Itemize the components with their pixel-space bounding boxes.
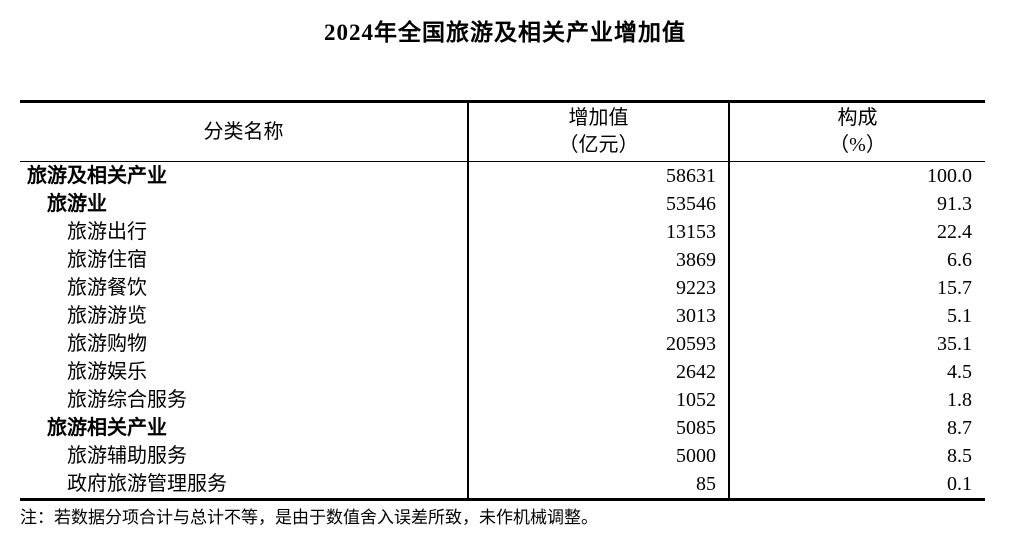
column-header-share: 构成 （%） xyxy=(728,103,985,162)
category-cell: 旅游辅助服务 xyxy=(67,445,187,467)
category-cell: 旅游综合服务 xyxy=(67,389,187,411)
column-header-value-unit: （亿元） xyxy=(558,134,639,156)
category-cell: 旅游出行 xyxy=(67,221,147,243)
column-header-value: 增加值 （亿元） xyxy=(467,103,728,162)
table-row: 旅游辅助服务 5000 8.5 xyxy=(20,442,985,470)
share-cell: 4.5 xyxy=(728,358,985,386)
table-row: 旅游综合服务 1052 1.8 xyxy=(20,386,985,414)
table-row: 旅游购物 20593 35.1 xyxy=(20,330,985,358)
table-row: 旅游餐饮 9223 15.7 xyxy=(20,274,985,302)
table-row: 旅游相关产业 5085 8.7 xyxy=(20,414,985,442)
share-cell: 8.7 xyxy=(728,414,985,442)
value-cell: 53546 xyxy=(467,190,728,218)
value-cell: 58631 xyxy=(467,162,728,190)
category-cell: 旅游住宿 xyxy=(67,249,147,271)
category-cell: 旅游业 xyxy=(47,193,107,215)
share-cell: 35.1 xyxy=(728,330,985,358)
table-row: 政府旅游管理服务 85 0.1 xyxy=(20,470,985,498)
value-cell: 3869 xyxy=(467,246,728,274)
category-cell: 旅游相关产业 xyxy=(47,417,167,439)
category-cell: 旅游餐饮 xyxy=(67,277,147,299)
category-cell: 旅游及相关产业 xyxy=(27,165,167,187)
share-cell: 0.1 xyxy=(728,470,985,498)
category-cell: 政府旅游管理服务 xyxy=(67,473,227,495)
footnote: 注：若数据分项合计与总计不等，是由于数值舍入误差所致，未作机械调整。 xyxy=(20,508,598,527)
share-cell: 6.6 xyxy=(728,246,985,274)
value-cell: 5000 xyxy=(467,442,728,470)
share-cell: 1.8 xyxy=(728,386,985,414)
table-row: 旅游业 53546 91.3 xyxy=(20,190,985,218)
value-cell: 5085 xyxy=(467,414,728,442)
share-cell: 8.5 xyxy=(728,442,985,470)
table-row: 旅游及相关产业 58631 100.0 xyxy=(20,162,985,190)
share-cell: 100.0 xyxy=(728,162,985,190)
value-cell: 1052 xyxy=(467,386,728,414)
statistics-table: 分类名称 增加值 （亿元） 构成 （%） 旅游及相关产业 58631 100.0… xyxy=(20,100,985,501)
share-cell: 22.4 xyxy=(728,218,985,246)
page-title: 2024年全国旅游及相关产业增加值 xyxy=(324,20,686,45)
value-cell: 2642 xyxy=(467,358,728,386)
category-cell: 旅游购物 xyxy=(67,333,147,355)
value-cell: 9223 xyxy=(467,274,728,302)
column-header-category: 分类名称 xyxy=(20,103,467,162)
column-header-value-label: 增加值 xyxy=(568,107,629,129)
table-row: 旅游出行 13153 22.4 xyxy=(20,218,985,246)
column-header-share-unit: （%） xyxy=(829,134,886,156)
table-row: 旅游游览 3013 5.1 xyxy=(20,302,985,330)
share-cell: 15.7 xyxy=(728,274,985,302)
category-cell: 旅游娱乐 xyxy=(67,361,147,383)
value-cell: 85 xyxy=(467,470,728,498)
column-header-category-label: 分类名称 xyxy=(203,120,284,143)
share-cell: 5.1 xyxy=(728,302,985,330)
table-row: 旅游住宿 3869 6.6 xyxy=(20,246,985,274)
value-cell: 20593 xyxy=(467,330,728,358)
column-header-share-label: 构成 xyxy=(837,107,878,129)
value-cell: 13153 xyxy=(467,218,728,246)
table-body: 旅游及相关产业 58631 100.0 旅游业 53546 91.3 旅游出行 … xyxy=(20,162,985,498)
share-cell: 91.3 xyxy=(728,190,985,218)
value-cell: 3013 xyxy=(467,302,728,330)
table-row: 旅游娱乐 2642 4.5 xyxy=(20,358,985,386)
category-cell: 旅游游览 xyxy=(67,305,147,327)
table-header-row: 分类名称 增加值 （亿元） 构成 （%） xyxy=(20,103,985,162)
